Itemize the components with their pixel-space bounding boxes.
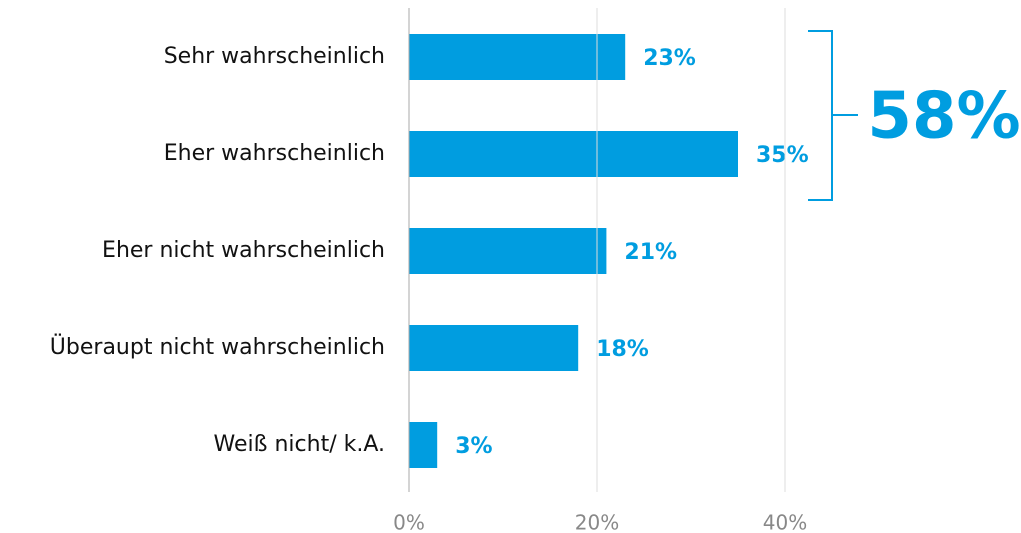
data-label: 18% [596,337,649,362]
x-tick-label: 0% [393,511,425,533]
bar [409,325,579,371]
bracket-line [808,30,833,201]
data-label: 21% [624,240,677,265]
bar [409,34,626,80]
x-tick-label: 40% [763,511,807,533]
bar [409,131,738,177]
bar [409,228,607,274]
y-tick-label: Sehr wahrscheinlich [164,44,385,69]
x-tick-label: 20% [575,511,619,533]
y-tick-label: Eher wahrscheinlich [164,141,385,166]
y-tick-label: Weiß nicht/ k.A. [214,432,385,457]
data-label: 3% [455,434,492,459]
bracket [808,30,858,201]
bar [409,422,438,468]
data-label: 35% [756,143,809,168]
y-tick-label: Eher nicht wahrscheinlich [102,238,385,263]
annotation: 58% [867,80,1020,154]
y-tick-label: Überaupt nicht wahrscheinlich [50,334,385,360]
data-label: 23% [643,46,696,71]
